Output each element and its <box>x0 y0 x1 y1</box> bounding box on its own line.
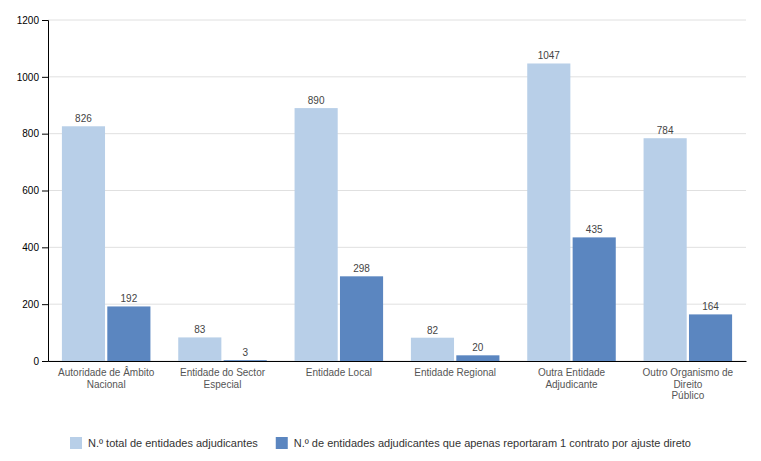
bar <box>456 355 499 361</box>
data-label: 298 <box>353 263 370 274</box>
y-tick-mark <box>42 304 48 305</box>
data-label: 3 <box>242 347 248 358</box>
grid <box>48 20 746 361</box>
y-tick-mark <box>42 361 48 362</box>
y-tick-label: 0 <box>33 356 39 367</box>
x-tick: Outra EntidadeAdjudicante <box>538 361 606 390</box>
x-tick-label: Outro Organismo deDireitoPúblico <box>643 367 734 401</box>
grid-line <box>48 361 746 362</box>
bar <box>573 237 616 361</box>
bar <box>62 126 105 361</box>
x-tick: Autoridade de ÂmbitoNacional <box>58 361 155 390</box>
data-label: 192 <box>121 293 138 304</box>
bar <box>527 63 570 361</box>
y-tick-mark <box>42 191 48 192</box>
legend-label: N.º de entidades adjudicantes que apenas… <box>294 437 691 449</box>
x-tick-label: Entidade Regional <box>414 367 496 378</box>
y-tick-label: 600 <box>22 185 39 196</box>
chart: 0 200 400 600 800 1000 1200 826 83 890 82 1047 784 19… <box>0 0 761 461</box>
y-axis-line <box>42 21 49 362</box>
y-tick-label: 1200 <box>17 15 40 26</box>
y-tick-mark <box>42 134 48 135</box>
legend-label: N.º total de entidades adjudicantes <box>88 437 258 449</box>
y-tick: 400 <box>22 242 48 253</box>
grid-line <box>48 76 746 77</box>
grid-line <box>48 304 746 305</box>
x-tick: Entidade Local <box>306 361 372 378</box>
y-tick-label: 800 <box>22 128 39 139</box>
y-tick-mark <box>42 77 48 78</box>
bar <box>224 360 267 361</box>
y-axis: 0 200 400 600 800 1000 1200 <box>17 15 49 367</box>
grid-line <box>48 247 746 248</box>
data-label: 826 <box>75 113 92 124</box>
legend: N.º total de entidades adjudicantes N.º d… <box>70 437 691 449</box>
bar <box>411 338 454 361</box>
grid-line <box>48 20 746 21</box>
data-label: 784 <box>657 125 674 136</box>
x-tick-label: Autoridade de ÂmbitoNacional <box>58 366 155 390</box>
bar <box>689 314 732 361</box>
data-label: 82 <box>427 325 439 336</box>
y-tick: 1200 <box>17 15 48 26</box>
x-tick: Entidade do SectorEspecial <box>180 361 266 390</box>
y-tick: 800 <box>22 128 48 139</box>
data-label: 164 <box>702 301 719 312</box>
bar <box>178 337 221 361</box>
grid-line <box>48 190 746 191</box>
y-tick-mark <box>42 20 48 21</box>
y-tick-label: 200 <box>22 299 39 310</box>
x-tick: Outro Organismo deDireitoPúblico <box>643 361 734 401</box>
bars <box>62 63 732 361</box>
data-label: 20 <box>472 342 484 353</box>
x-tick: Entidade Regional <box>414 361 496 378</box>
x-tick-label: Entidade do SectorEspecial <box>180 367 266 390</box>
x-tick-label: Outra EntidadeAdjudicante <box>538 367 606 390</box>
y-tick: 200 <box>22 299 48 310</box>
y-tick-label: 400 <box>22 242 39 253</box>
bar <box>107 306 150 361</box>
legend-swatch <box>276 437 288 449</box>
legend-item: N.º total de entidades adjudicantes <box>70 437 258 449</box>
data-label: 83 <box>194 324 206 335</box>
data-label: 890 <box>308 95 325 106</box>
grid-line <box>48 133 746 134</box>
x-axis-line <box>49 361 747 362</box>
y-tick-label: 1000 <box>17 72 40 83</box>
legend-swatch <box>70 437 82 449</box>
plot-area: 0 200 400 600 800 1000 1200 826 83 890 82 1047 784 19… <box>17 15 747 401</box>
data-label: 1047 <box>538 50 561 61</box>
bar-series <box>107 237 732 361</box>
legend-item: N.º de entidades adjudicantes que apenas… <box>276 437 691 449</box>
x-axis: Autoridade de ÂmbitoNacional Entidade do … <box>49 361 747 401</box>
bar <box>340 276 383 361</box>
y-tick: 1000 <box>17 72 48 83</box>
data-labels: 826 83 890 82 1047 784 192 3 298 20 435 164 <box>75 50 719 358</box>
data-label: 435 <box>586 224 603 235</box>
bar <box>295 108 338 361</box>
x-tick-label: Entidade Local <box>306 367 372 378</box>
y-tick: 0 <box>33 356 48 367</box>
bar <box>644 138 687 361</box>
y-tick-mark <box>42 247 48 248</box>
bar-series <box>62 63 687 361</box>
chart-container: 0 200 400 600 800 1000 1200 826 83 890 82 1047 784 19… <box>0 0 761 461</box>
y-tick: 600 <box>22 185 48 196</box>
